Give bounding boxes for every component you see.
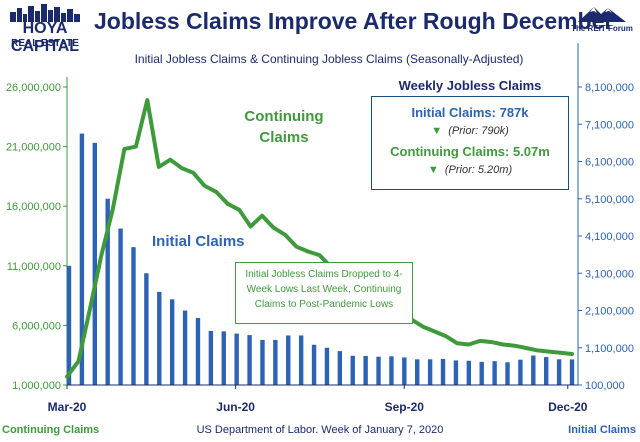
initial-claims-prior: ▼ (Prior: 790k) (372, 125, 568, 137)
initial-claims-bar (531, 355, 536, 385)
continuing-claims-label: Continuing Claims (224, 106, 344, 148)
initial-claims-bar (66, 265, 72, 385)
initial-claims-bar (144, 273, 149, 385)
initial-claims-bar (337, 351, 343, 385)
logo-left-title: HOYA CAPITAL (10, 20, 80, 55)
weekly-claims-heading: Weekly Jobless Claims (398, 78, 542, 93)
left-axis-tick-label: 1,000,000 (12, 380, 61, 392)
initial-claims-bar (298, 335, 304, 385)
initial-prior-text: (Prior: 790k) (448, 125, 509, 137)
annotation-line3: Claims to Post-Pandemic Lows (254, 299, 394, 310)
initial-claims-bar (234, 333, 239, 385)
initial-claims-bar (466, 360, 472, 385)
down-arrow-icon: ▼ (427, 164, 439, 176)
initial-claims-bar (131, 247, 136, 385)
right-axis-tick-label: 8,100,000 (585, 82, 634, 94)
initial-claims-bar (182, 310, 188, 385)
initial-claims-bar (544, 357, 549, 385)
initial-claims-bar (157, 291, 162, 385)
left-axis-tick-label: 6,000,000 (12, 320, 61, 332)
left-axis-tick-label: 21,000,000 (6, 142, 61, 154)
continuing-claims-prior: ▼ (Prior: 5.20m) (372, 164, 568, 176)
left-axis-tick-label: 11,000,000 (7, 261, 61, 273)
initial-claims-bar (350, 355, 355, 385)
weekly-claims-box: Initial Claims: 787k ▼ (Prior: 790k) Con… (371, 96, 569, 190)
continuing-claims-series (65, 98, 574, 379)
initial-claims-bar (556, 359, 562, 385)
initial-claims-bar (415, 359, 420, 385)
initial-claims-bar (363, 355, 368, 385)
initial-claims-bar (105, 198, 110, 385)
mountain-icon (578, 7, 626, 22)
initial-claims-bar (118, 228, 123, 385)
initial-claims-bar (453, 360, 459, 385)
logo-left-subtitle: REAL ESTATE (11, 38, 79, 49)
initial-claims-bar (518, 359, 523, 385)
left-axis: 1,000,000 6,000,000 11,000,000 16,000,000 21… (6, 77, 68, 392)
initial-claims-bar (492, 361, 497, 385)
right-axis-tick-label: 5,100,000 (585, 194, 634, 206)
annotation-line1: Initial Jobless Claims Dropped to 4- (245, 269, 403, 280)
initial-claims-bar (440, 358, 446, 385)
initial-claims-bar (569, 359, 575, 385)
continuing-claims-line (65, 98, 574, 379)
continuing-prior-text: (Prior: 5.20m) (444, 164, 513, 176)
initial-claims-label: Initial Claims (152, 233, 245, 250)
continuing-label-line2: Claims (259, 129, 309, 146)
right-axis-tick-label: 3,100,000 (585, 268, 634, 280)
initial-claims-bar (195, 317, 201, 385)
source-note: US Department of Labor. Week of January … (196, 424, 444, 436)
down-arrow-icon: ▼ (431, 125, 443, 137)
continuing-claims-stat: Continuing Claims: 5.07m (390, 144, 550, 159)
reit-forum-logo: The REIT Forum (568, 4, 636, 38)
right-axis-tick-label: 7,100,000 (585, 119, 634, 131)
initial-claims-bar (208, 330, 214, 385)
left-axis-legend: Continuing Claims (2, 424, 100, 436)
building-skyline-icon (6, 4, 84, 22)
initial-claims-bar (402, 357, 407, 385)
right-axis-tick-label: 1,100,000 (585, 343, 634, 355)
initial-claims-bar (505, 362, 510, 385)
initial-claims-bar (273, 339, 278, 385)
x-axis-tick-label: Mar-20 (48, 400, 87, 414)
chart-title: Jobless Claims Improve After Rough Decem… (94, 8, 614, 34)
initial-claims-bar (169, 299, 175, 385)
annotation-line2: Week Lows Last Week, Continuing (246, 284, 402, 295)
initial-claims-bar (286, 335, 291, 385)
initial-claims-bars (66, 133, 575, 385)
x-axis-tick-label: Jun-20 (216, 400, 255, 414)
right-axis-tick-label: 2,100,000 (585, 306, 634, 318)
initial-claims-stat: Initial Claims: 787k (411, 105, 529, 120)
initial-claims-bar (221, 331, 226, 385)
left-axis-tick-label: 16,000,000 (6, 201, 61, 213)
right-axis-tick-label: 100,000 (585, 380, 625, 392)
initial-claims-bar (260, 339, 265, 385)
x-axis-tick-label: Sep-20 (385, 400, 425, 414)
right-axis-tick-label: 4,100,000 (585, 231, 634, 243)
initial-claims-bar (376, 356, 381, 385)
right-axis: 100,000 1,100,000 2,100,000 3,100,000 4,100,… (577, 43, 634, 392)
initial-claims-bar (79, 133, 85, 385)
initial-claims-bar (427, 359, 433, 385)
x-axis-tick-label: Dec-20 (548, 400, 588, 414)
initial-claims-bar (389, 356, 394, 385)
initial-claims-bar (92, 142, 97, 385)
initial-claims-bar (247, 335, 252, 385)
logo-right-text: The REIT Forum (571, 24, 633, 33)
left-axis-tick-label: 26,000,000 (6, 82, 61, 94)
right-axis-legend: Initial Claims (568, 424, 636, 436)
initial-claims-bar (311, 344, 317, 385)
initial-claims-bar (479, 361, 484, 385)
hoya-capital-logo: HOYA CAPITAL REAL ESTATE (6, 4, 84, 62)
chart-subtitle: Initial Jobless Claims & Continuing Jobl… (134, 52, 524, 66)
continuing-label-line1: Continuing (244, 108, 324, 125)
x-axis: Mar-20 Jun-20 Sep-20 Dec-20 (48, 384, 588, 414)
initial-claims-bar (324, 347, 330, 385)
right-axis-tick-label: 6,100,000 (585, 157, 634, 169)
annotation-box: Initial Jobless Claims Dropped to 4- Wee… (235, 262, 413, 324)
